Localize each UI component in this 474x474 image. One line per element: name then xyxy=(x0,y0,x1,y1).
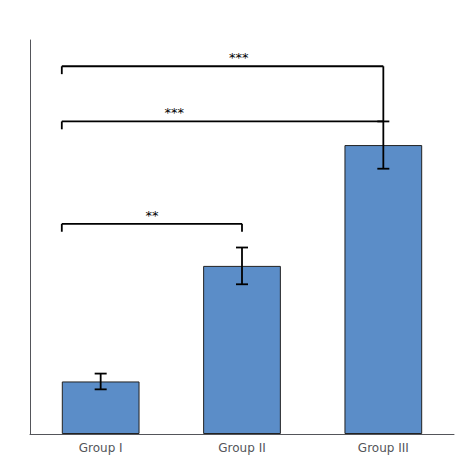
svg-text:**: ** xyxy=(145,208,159,223)
svg-text:Group I: Group I xyxy=(79,441,123,455)
svg-text:***: *** xyxy=(165,105,185,120)
svg-text:***: *** xyxy=(229,50,249,65)
svg-text:Group III: Group III xyxy=(358,441,409,455)
svg-text:Group II: Group II xyxy=(218,441,265,455)
